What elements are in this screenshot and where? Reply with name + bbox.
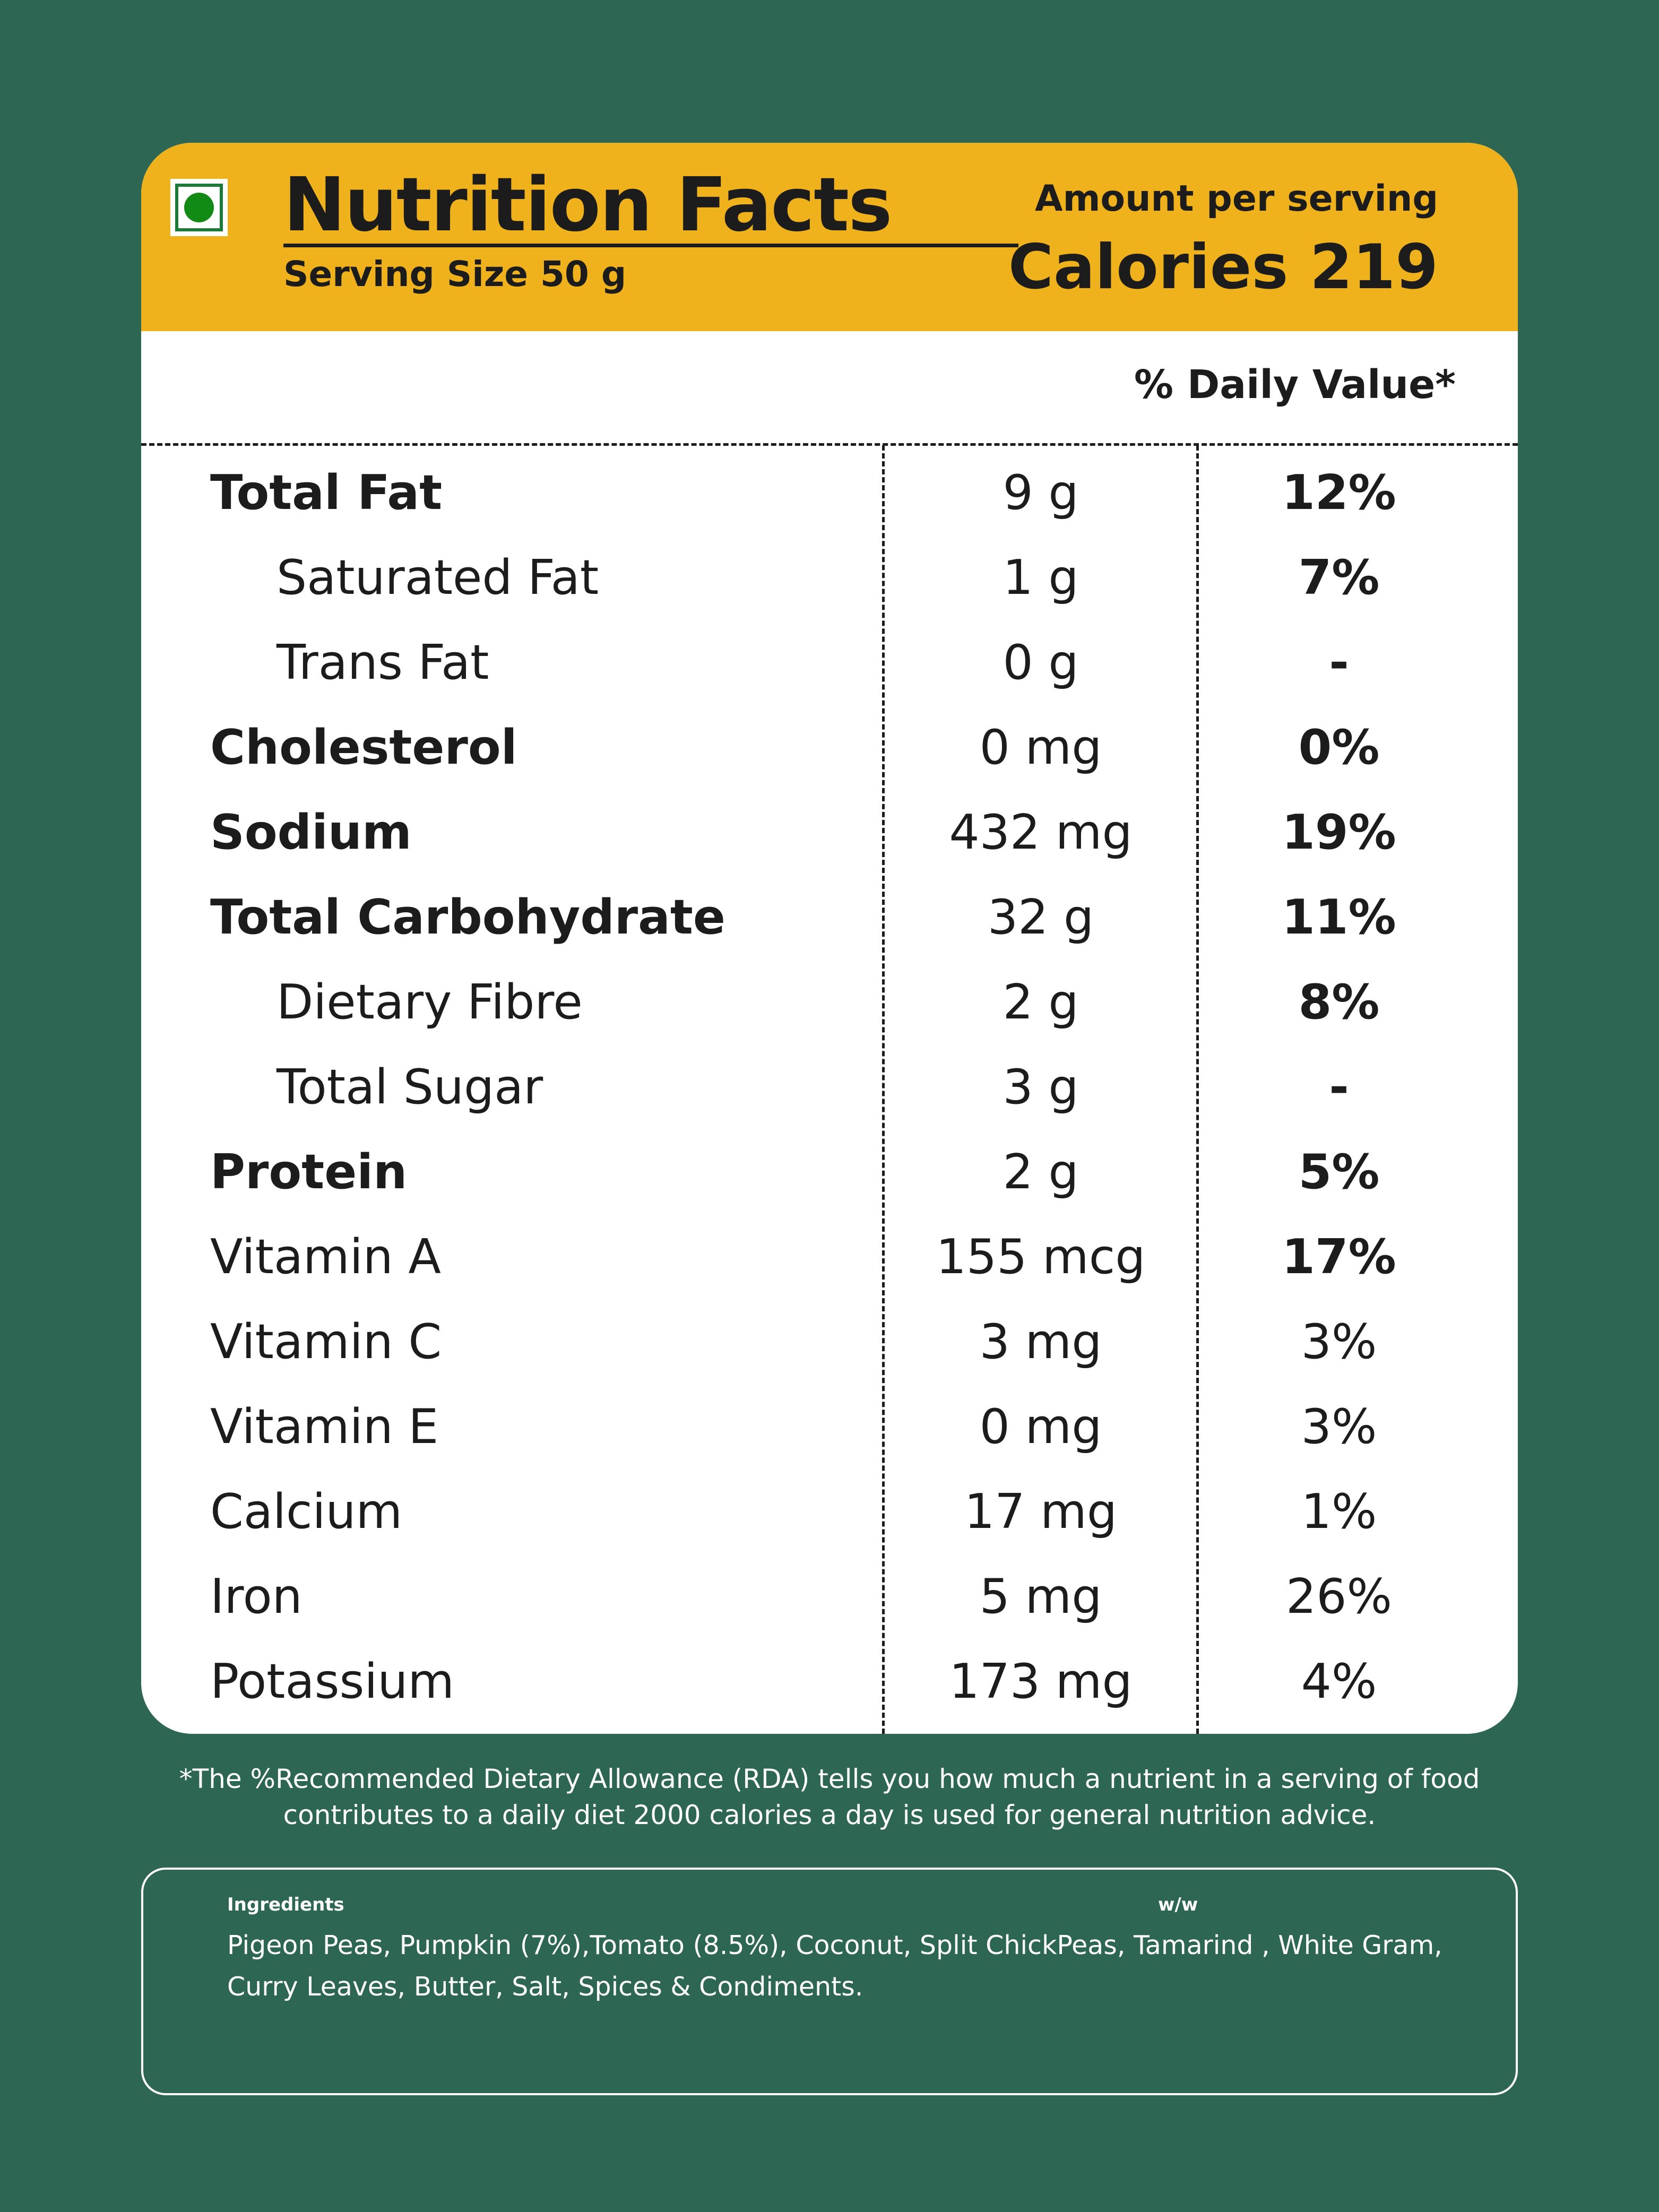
nutrient-row-saturated-fat: Saturated Fat 1 g 7%	[141, 535, 1518, 620]
nutrient-amount: 173 mg	[949, 1654, 1133, 1709]
nutrient-daily-value: 7%	[1298, 550, 1380, 606]
nutrient-name: Total Carbohydrate	[210, 889, 725, 945]
nutrient-row-iron: Iron 5 mg 26%	[141, 1554, 1518, 1639]
nutrient-amount: 3 mg	[979, 1314, 1102, 1370]
nutrition-facts-card: Nutrition Facts Serving Size 50 g Amount…	[141, 143, 1518, 1734]
nutrient-amount: 0 mg	[979, 720, 1102, 775]
nutrient-amount: 17 mg	[964, 1484, 1117, 1540]
nutrient-row-total-sugar: Total Sugar 3 g -	[141, 1045, 1518, 1130]
nutrient-row-vitamin-a: Vitamin A 155 mcg 17%	[141, 1215, 1518, 1300]
nutrient-amount: 2 g	[1003, 1144, 1079, 1200]
nutrient-name: Dietary Fibre	[276, 974, 583, 1030]
header-divider	[141, 443, 1518, 446]
ingredients-box: Ingredients w/w Pigeon Peas, Pumpkin (7%…	[141, 1868, 1518, 2095]
ingredients-text: Pigeon Peas, Pumpkin (7%),Tomato (8.5%),…	[227, 1925, 1448, 2008]
vegetarian-mark-icon	[170, 179, 228, 236]
nutrient-name: Vitamin A	[210, 1229, 441, 1285]
nutrient-daily-value: -	[1329, 1059, 1349, 1115]
nutrient-amount: 3 g	[1003, 1059, 1079, 1115]
nutrition-title: Nutrition Facts	[283, 162, 892, 248]
nutrient-row-sodium: Sodium 432 mg 19%	[141, 790, 1518, 875]
nutrient-row-calcium: Calcium 17 mg 1%	[141, 1470, 1518, 1554]
rda-footnote: *The %Recommended Dietary Allowance (RDA…	[141, 1761, 1518, 1833]
serving-size: Serving Size 50 g	[283, 254, 627, 295]
nutrient-daily-value: 17%	[1282, 1229, 1396, 1285]
amount-per-serving-label: Amount per serving	[1034, 178, 1438, 220]
column-divider-dv	[1196, 445, 1199, 1734]
nutrient-name: Vitamin E	[210, 1399, 439, 1455]
nutrient-name: Vitamin C	[210, 1314, 442, 1370]
nutrition-header-band: Nutrition Facts Serving Size 50 g Amount…	[141, 143, 1518, 331]
nutrient-daily-value: 1%	[1301, 1484, 1377, 1540]
nutrient-row-potassium: Potassium 173 mg 4%	[141, 1639, 1518, 1724]
nutrient-name: Sodium	[210, 805, 412, 860]
nutrient-amount: 9 g	[1003, 465, 1079, 521]
ingredients-label: Ingredients	[227, 1894, 344, 1915]
nutrient-row-vitamin-c: Vitamin C 3 mg 3%	[141, 1300, 1518, 1385]
vegetarian-dot-icon	[184, 193, 214, 222]
nutrient-name: Trans Fat	[276, 635, 489, 690]
nutrient-name: Iron	[210, 1569, 303, 1625]
nutrient-row-protein: Protein 2 g 5%	[141, 1130, 1518, 1215]
title-underline	[283, 244, 1018, 247]
nutrient-name: Calcium	[210, 1484, 403, 1540]
nutrient-amount: 2 g	[1003, 974, 1079, 1030]
column-divider-amount	[882, 445, 885, 1734]
calories-value: Calories 219	[1008, 231, 1438, 303]
nutrient-amount: 5 mg	[979, 1569, 1102, 1625]
nutrient-daily-value: -	[1329, 635, 1349, 690]
footnote-line-1: *The %Recommended Dietary Allowance (RDA…	[179, 1764, 1480, 1794]
nutrient-daily-value: 19%	[1282, 805, 1396, 860]
nutrient-name: Total Sugar	[276, 1059, 543, 1115]
nutrient-daily-value: 3%	[1301, 1399, 1377, 1455]
nutrient-amount: 432 mg	[949, 805, 1133, 860]
nutrient-amount: 1 g	[1003, 550, 1079, 606]
nutrient-name: Total Fat	[210, 465, 443, 521]
nutrient-daily-value: 3%	[1301, 1314, 1377, 1370]
nutrient-daily-value: 5%	[1298, 1144, 1380, 1200]
nutrient-row-trans-fat: Trans Fat 0 g -	[141, 620, 1518, 705]
nutrient-row-dietary-fibre: Dietary Fibre 2 g 8%	[141, 960, 1518, 1045]
nutrient-name: Potassium	[210, 1654, 455, 1709]
nutrient-amount: 0 mg	[979, 1399, 1102, 1455]
nutrient-name: Cholesterol	[210, 720, 517, 775]
nutrient-row-vitamin-e: Vitamin E 0 mg 3%	[141, 1385, 1518, 1470]
nutrient-daily-value: 12%	[1282, 465, 1396, 521]
footnote-line-2: contributes to a daily diet 2000 calorie…	[283, 1800, 1376, 1830]
nutrient-amount: 155 mcg	[936, 1229, 1146, 1285]
nutrient-daily-value: 26%	[1285, 1569, 1393, 1625]
nutrient-row-total-fat: Total Fat 9 g 12%	[141, 451, 1518, 535]
nutrient-table: Total Fat 9 g 12% Saturated Fat 1 g 7% T…	[141, 451, 1518, 1724]
nutrient-daily-value: 0%	[1298, 720, 1380, 775]
nutrient-name: Protein	[210, 1144, 408, 1200]
nutrient-row-total-carbohydrate: Total Carbohydrate 32 g 11%	[141, 875, 1518, 960]
nutrient-row-cholesterol: Cholesterol 0 mg 0%	[141, 705, 1518, 790]
nutrient-daily-value: 11%	[1282, 889, 1396, 945]
ingredients-line-1: Pigeon Peas, Pumpkin (7%),Tomato (8.5%),…	[227, 1930, 1442, 1960]
ww-label: w/w	[1158, 1894, 1198, 1915]
daily-value-header: % Daily Value*	[1134, 362, 1456, 408]
nutrient-daily-value: 4%	[1301, 1654, 1377, 1709]
nutrient-name: Saturated Fat	[276, 550, 599, 606]
nutrient-daily-value: 8%	[1298, 974, 1380, 1030]
nutrient-amount: 0 g	[1003, 635, 1079, 690]
nutrient-amount: 32 g	[987, 889, 1094, 945]
ingredients-line-2: Curry Leaves, Butter, Salt, Spices & Con…	[227, 1972, 863, 2002]
